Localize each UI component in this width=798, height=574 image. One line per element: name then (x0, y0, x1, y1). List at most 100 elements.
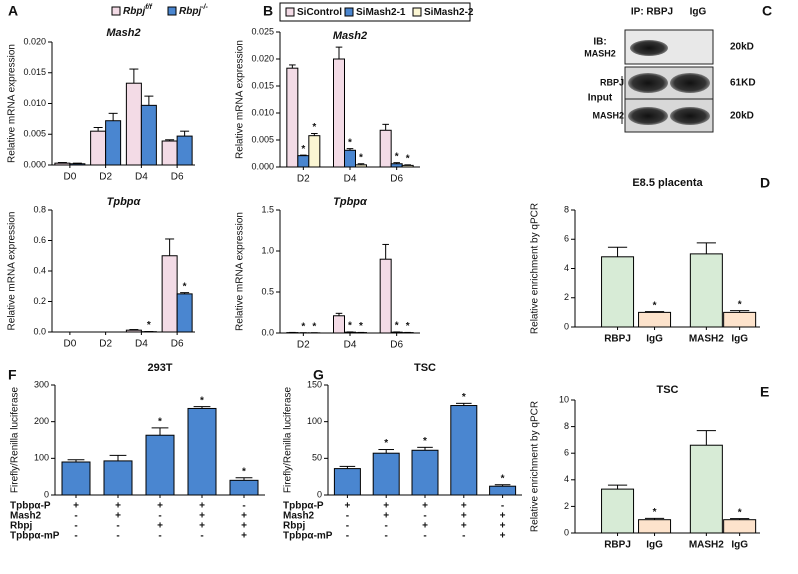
x-tick-label: IgG (731, 540, 748, 551)
size-label: 61KD (730, 78, 756, 89)
x-tick-label: D4 (135, 339, 148, 350)
bar (355, 164, 367, 168)
significance: * (653, 300, 657, 311)
y-tick-label: 0.0 (261, 327, 274, 337)
y-tick-label: 0 (564, 321, 569, 331)
error-bar (382, 243, 389, 260)
legend-label: Rbpj-/- (179, 4, 208, 17)
x-tick-label: MASH2 (689, 540, 724, 551)
legend-swatch (167, 6, 177, 16)
bar (601, 488, 635, 534)
bar (450, 405, 478, 496)
error-bar (607, 246, 628, 257)
bar (689, 253, 723, 328)
y-tick-label: 0.015 (251, 80, 274, 90)
significance: * (312, 122, 316, 133)
x-tick-label: D0 (63, 172, 76, 183)
chart-title: E8.5 placenta (632, 177, 703, 189)
bar (229, 479, 259, 496)
bar (161, 140, 178, 166)
y-tick-label: 4 (564, 474, 569, 484)
condition-mark: + (115, 501, 121, 512)
legend-swatch (344, 7, 354, 17)
legend-name: SiMash2-1 (356, 7, 406, 18)
error-bar (57, 162, 67, 164)
x-tick-label: D2 (297, 174, 310, 185)
error-bar (109, 454, 127, 461)
condition-mark: - (158, 531, 161, 542)
condition-mark: + (115, 511, 121, 522)
significance: * (301, 321, 305, 332)
x-tick-label: IgG (646, 540, 663, 551)
bar (308, 135, 321, 168)
significance: * (359, 321, 363, 332)
panel-label: E (760, 384, 769, 400)
error-bar (144, 95, 154, 106)
condition-mark: - (74, 511, 77, 522)
x-tick-label: D0 (63, 339, 76, 350)
bar (125, 329, 142, 333)
bar (176, 135, 193, 166)
bar (105, 120, 122, 166)
significance: * (359, 152, 363, 163)
error-bar (494, 484, 511, 487)
y-tick-label: 0.005 (251, 134, 274, 144)
legend-swatch (412, 7, 422, 17)
x-tick-label: D6 (171, 339, 184, 350)
significance: * (242, 466, 246, 477)
band (670, 107, 710, 125)
significance: * (738, 507, 742, 518)
error-bar (644, 517, 665, 520)
legend-frame (279, 2, 471, 22)
y-tick-label: 0.000 (251, 161, 274, 171)
condition-mark: + (461, 521, 467, 532)
y-tick-label: 8 (564, 421, 569, 431)
x-tick-label: D2 (99, 172, 112, 183)
y-tick-label: 0 (44, 489, 49, 499)
y-tick-label: 0.020 (251, 53, 274, 63)
condition-mark: + (383, 501, 389, 512)
condition-label: Tpbpα-mP (10, 531, 60, 542)
bar (286, 67, 299, 168)
error-bar (72, 162, 82, 164)
condition-mark: + (241, 531, 247, 542)
condition-mark: - (74, 521, 77, 532)
y-tick-label: 8 (564, 204, 569, 214)
legend-name: Rbpj (123, 6, 145, 17)
y-tick-label: 0.0 (33, 326, 46, 336)
significance: * (462, 392, 466, 403)
condition-mark: - (200, 531, 203, 542)
panel-label: D (760, 175, 770, 191)
error-bar (730, 518, 750, 520)
bar (176, 293, 193, 333)
condition-mark: + (199, 501, 205, 512)
error-bar (311, 133, 318, 136)
error-bar (129, 329, 139, 331)
error-bar (607, 484, 628, 490)
error-bar (730, 310, 750, 313)
bar (140, 104, 157, 166)
x-tick-label: RBPJ (604, 540, 631, 551)
condition-mark: + (241, 511, 247, 522)
x-tick-label: D6 (390, 340, 403, 351)
condition-mark: + (157, 521, 163, 532)
error-bar (289, 64, 296, 69)
input-label: Input (588, 93, 613, 104)
legend-label: Rbpjf/f (123, 4, 152, 17)
band (630, 40, 668, 56)
condition-label: Rbpj (10, 521, 32, 532)
legend-name: SiMash2-2 (424, 7, 474, 18)
bar (103, 460, 133, 496)
y-axis-label: Firefly/Renilla luciferase (10, 386, 21, 493)
condition-mark: - (242, 501, 245, 512)
significance: * (183, 281, 187, 292)
condition-mark: + (422, 521, 428, 532)
error-bar (404, 164, 411, 166)
error-bar (417, 446, 433, 451)
condition-mark: - (116, 531, 119, 542)
significance: * (200, 395, 204, 406)
row-label: MASH2 (592, 110, 624, 120)
x-tick-label: IgG (646, 334, 663, 345)
bar (723, 311, 757, 328)
panel-label: B (263, 3, 273, 19)
